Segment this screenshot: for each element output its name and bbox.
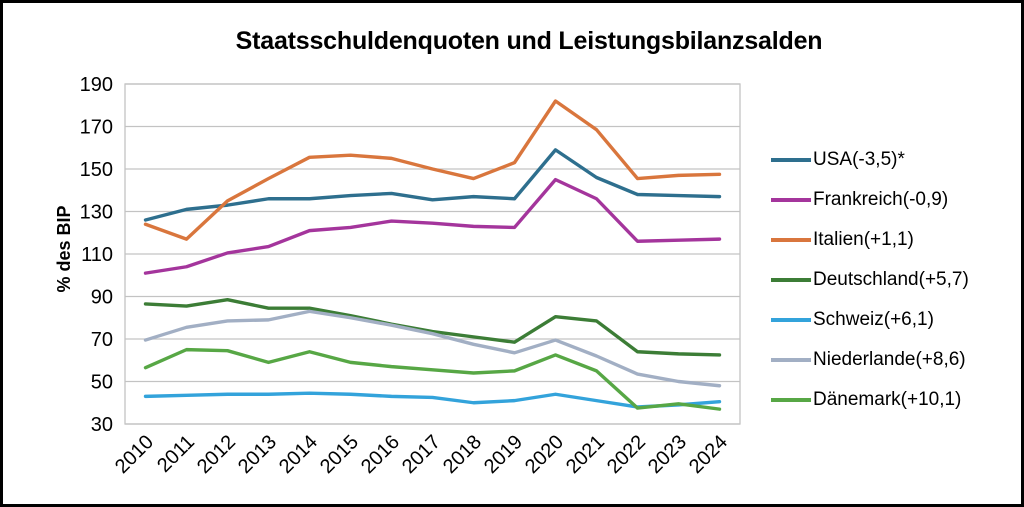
x-tick-label: 2017 (398, 431, 445, 478)
legend-line-swatch (771, 318, 811, 322)
legend-line-swatch (771, 398, 811, 402)
series-line-deutschland (143, 297, 722, 357)
legend-label: Deutschland(+5,7) (813, 269, 969, 290)
legend-line-swatch (771, 198, 811, 202)
x-tick-label: 2018 (439, 431, 486, 478)
x-tick-label: 2020 (521, 431, 568, 478)
x-tick-label: 2010 (111, 431, 158, 478)
legend-line-swatch (771, 158, 811, 162)
legend-line-swatch (771, 238, 811, 242)
x-tick-label: 2023 (644, 431, 691, 478)
legend-item: Dänemark(+10,1) (771, 380, 969, 420)
x-tick-label: 2012 (193, 431, 240, 478)
legend-label: Italien(+1,1) (813, 229, 914, 250)
series-line-usa (143, 148, 722, 222)
x-tick-label: 2015 (316, 431, 363, 478)
legend-item: Frankreich(-0,9) (771, 180, 969, 220)
legend-line-swatch (771, 358, 811, 362)
y-tick-label: 110 (81, 244, 113, 266)
x-tick-label: 2021 (562, 431, 609, 478)
x-tick-label: 2014 (275, 431, 322, 478)
legend-item: Schweiz(+6,1) (771, 300, 969, 340)
x-tick-label: 2024 (685, 431, 732, 478)
y-tick-label: 190 (80, 74, 113, 96)
y-tick-label: 130 (80, 202, 113, 224)
chart-title: Staatsschuldenquoten und Leistungsbilanz… (235, 27, 823, 55)
y-tick-label: 30 (91, 414, 113, 436)
legend-line-swatch (771, 278, 811, 282)
x-tick-label: 2022 (603, 431, 650, 478)
x-tick-label: 2019 (480, 431, 527, 478)
legend-label: USA(-3,5)* (813, 149, 905, 170)
legend-item: USA(-3,5)* (771, 140, 969, 180)
series-line-d-nemark (143, 347, 722, 411)
legend-label: Frankreich(-0,9) (813, 189, 949, 210)
legend-label: Dänemark(+10,1) (813, 389, 962, 410)
y-tick-label: 170 (80, 117, 113, 139)
x-tick-label: 2013 (234, 431, 281, 478)
plot-border (124, 83, 741, 425)
line-chart-plot: 1901701501301109070503020102011201220132… (80, 74, 741, 478)
y-tick-label: 50 (91, 372, 113, 394)
x-tick-label: 2016 (357, 431, 404, 478)
y-tick-label: 90 (91, 287, 113, 309)
legend-label: Schweiz(+6,1) (813, 309, 934, 330)
series-line-schweiz (143, 391, 722, 409)
legend-item: Deutschland(+5,7) (771, 260, 969, 300)
series-line-frankreich (143, 177, 722, 275)
legend-item: Italien(+1,1) (771, 220, 969, 260)
y-tick-label: 70 (91, 329, 113, 351)
legend-item: Niederlande(+8,6) (771, 340, 969, 380)
chart-legend: USA(-3,5)* Frankreich(-0,9) Italien(+1,1) D… (771, 140, 969, 420)
y-tick-label: 150 (80, 159, 113, 181)
x-tick-label: 2011 (153, 431, 199, 477)
series-line-niederlande (143, 309, 722, 388)
series-line-italien (143, 99, 722, 241)
legend-label: Niederlande(+8,6) (813, 349, 966, 370)
